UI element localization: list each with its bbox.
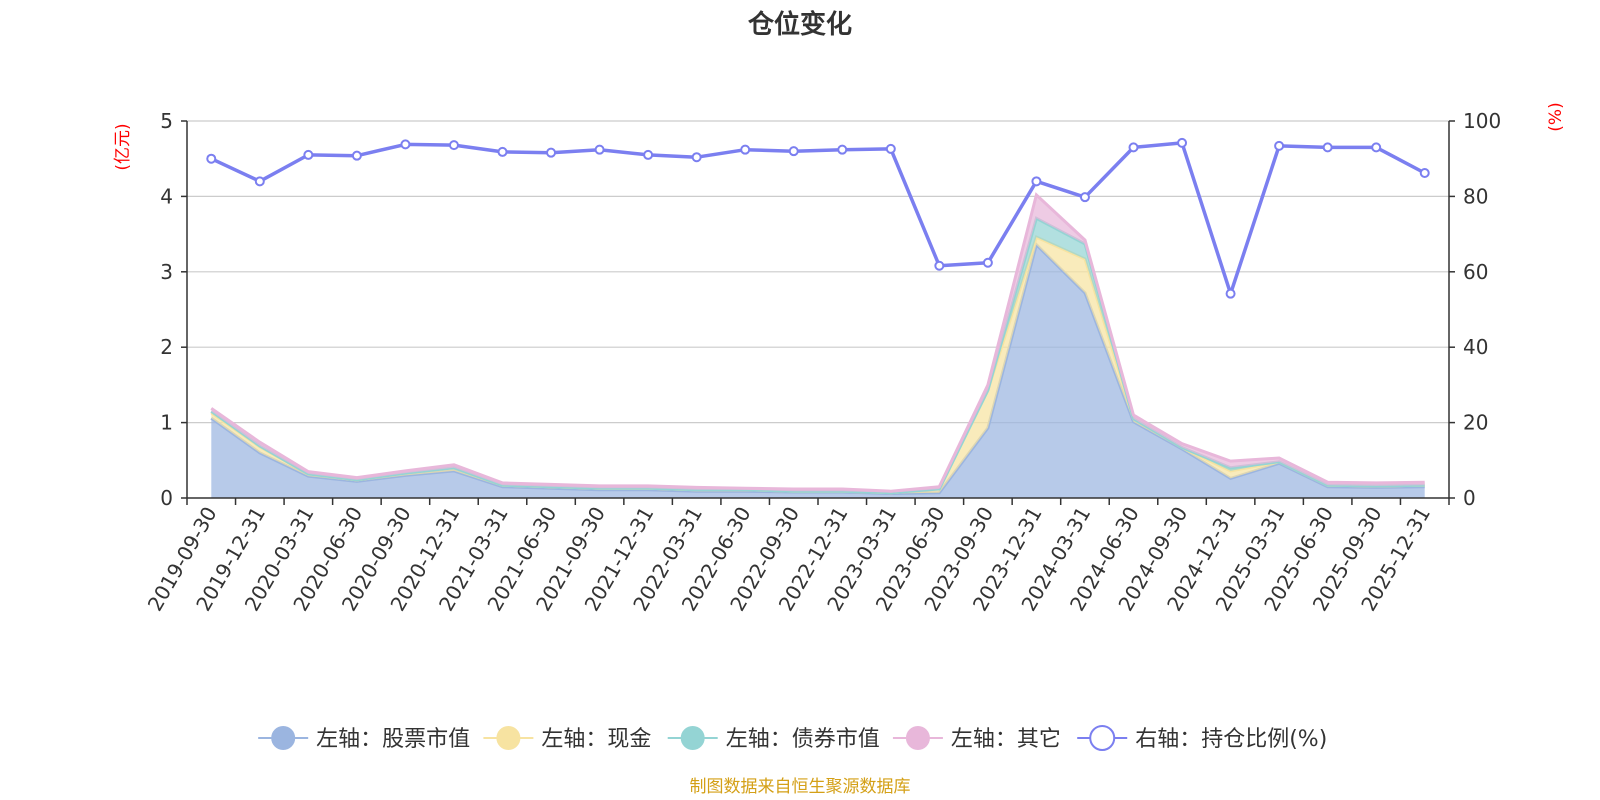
legend-item: 右轴：持仓比例(%) xyxy=(1077,725,1327,752)
left-axis-tick-label: 4 xyxy=(160,184,173,208)
left-axis-tick-label: 0 xyxy=(160,486,173,510)
legend-label: 左轴：债券市值 xyxy=(726,727,880,752)
area-左轴：其它 xyxy=(211,194,1425,493)
legend-item: 左轴：股票市值 xyxy=(258,726,470,752)
left-axis-tick-label: 3 xyxy=(160,260,173,284)
right-axis-tick-label: 0 xyxy=(1463,486,1476,510)
legend-marker xyxy=(680,726,705,750)
ratio-point xyxy=(1225,288,1236,299)
left-axis-tick-label: 5 xyxy=(160,109,173,133)
ratio-line-path xyxy=(210,141,1426,296)
ratio-point xyxy=(303,149,314,160)
ratio-point xyxy=(1031,176,1042,187)
legend-label: 左轴：其它 xyxy=(951,727,1061,752)
ratio-point xyxy=(1419,168,1430,179)
right-axis-tick-label: 20 xyxy=(1463,411,1488,435)
chart-title: 仓位变化 xyxy=(747,9,852,40)
axes: 0123450204060801002019-09-302019-12-3120… xyxy=(143,109,1501,615)
ratio-point xyxy=(1079,192,1090,203)
legend-label: 左轴：股票市值 xyxy=(316,727,470,752)
right-axis-tick-label: 40 xyxy=(1463,335,1488,359)
ratio-point xyxy=(1274,140,1285,151)
ratio-point xyxy=(1322,142,1333,153)
ratio-point xyxy=(740,144,751,155)
legend-item: 左轴：其它 xyxy=(892,726,1061,752)
area-左轴：现金 xyxy=(211,237,1425,494)
left-axis-tick-label: 1 xyxy=(160,411,173,435)
left-axis-tick-label: 2 xyxy=(160,335,173,359)
ratio-point xyxy=(643,149,654,160)
ratio-point xyxy=(934,260,945,271)
stacked-areas xyxy=(210,192,1425,498)
ratio-point xyxy=(788,146,799,157)
ratio-point xyxy=(400,139,411,150)
ratio-point xyxy=(448,140,459,151)
legend-marker xyxy=(271,726,296,750)
legend-label: 右轴：持仓比例(%) xyxy=(1135,727,1327,752)
data-source-note: 制图数据来自恒生聚源数据库 xyxy=(690,777,911,797)
area-edge-line xyxy=(210,241,1425,496)
ratio-point xyxy=(982,257,993,268)
ratio-line xyxy=(206,137,1430,299)
ratio-point xyxy=(885,143,896,154)
ratio-point xyxy=(497,146,508,157)
ratio-point xyxy=(594,144,605,155)
legend-marker xyxy=(496,726,521,750)
legend: 左轴：股票市值 左轴：现金 左轴：债券市值 左轴：其它 右轴：持仓比例(%) xyxy=(258,725,1327,752)
right-axis-tick-label: 80 xyxy=(1463,184,1488,208)
ratio-point xyxy=(351,150,362,161)
legend-marker xyxy=(905,726,930,750)
ratio-point xyxy=(1371,142,1382,153)
right-axis-unit: (%) xyxy=(1546,102,1566,131)
right-axis-tick-label: 100 xyxy=(1463,109,1501,133)
ratio-point xyxy=(206,153,217,164)
area-左轴：股票市值 xyxy=(211,244,1425,498)
ratio-point xyxy=(837,144,848,155)
legend-item: 左轴：债券市值 xyxy=(667,726,880,752)
area-edge-line xyxy=(210,192,1425,493)
ratio-point xyxy=(691,152,702,163)
ratio-point xyxy=(1177,137,1188,148)
ratio-point xyxy=(254,176,265,187)
legend-marker xyxy=(1089,725,1116,751)
left-axis-unit: (亿元) xyxy=(113,123,133,170)
legend-label: 左轴：现金 xyxy=(541,727,651,752)
grid-lines xyxy=(187,120,1449,424)
ratio-point xyxy=(1128,142,1139,153)
ratio-point xyxy=(546,147,557,158)
area-edge-line xyxy=(210,235,1425,495)
legend-item: 左轴：现金 xyxy=(483,726,651,752)
right-axis-tick-label: 60 xyxy=(1463,260,1488,284)
